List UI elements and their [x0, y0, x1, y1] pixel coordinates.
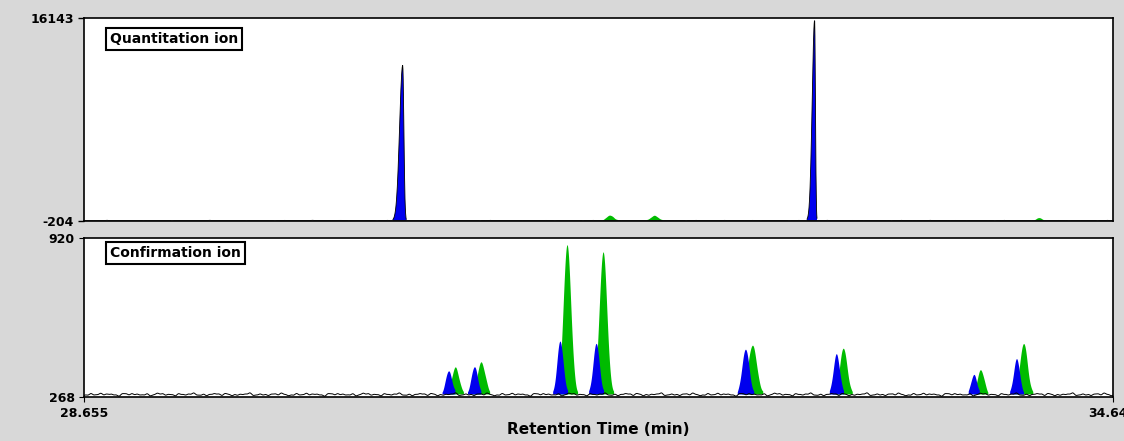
- Text: Quantitation ion: Quantitation ion: [110, 32, 238, 46]
- X-axis label: Retention Time (min): Retention Time (min): [507, 422, 690, 437]
- Text: Confirmation ion: Confirmation ion: [110, 246, 241, 260]
